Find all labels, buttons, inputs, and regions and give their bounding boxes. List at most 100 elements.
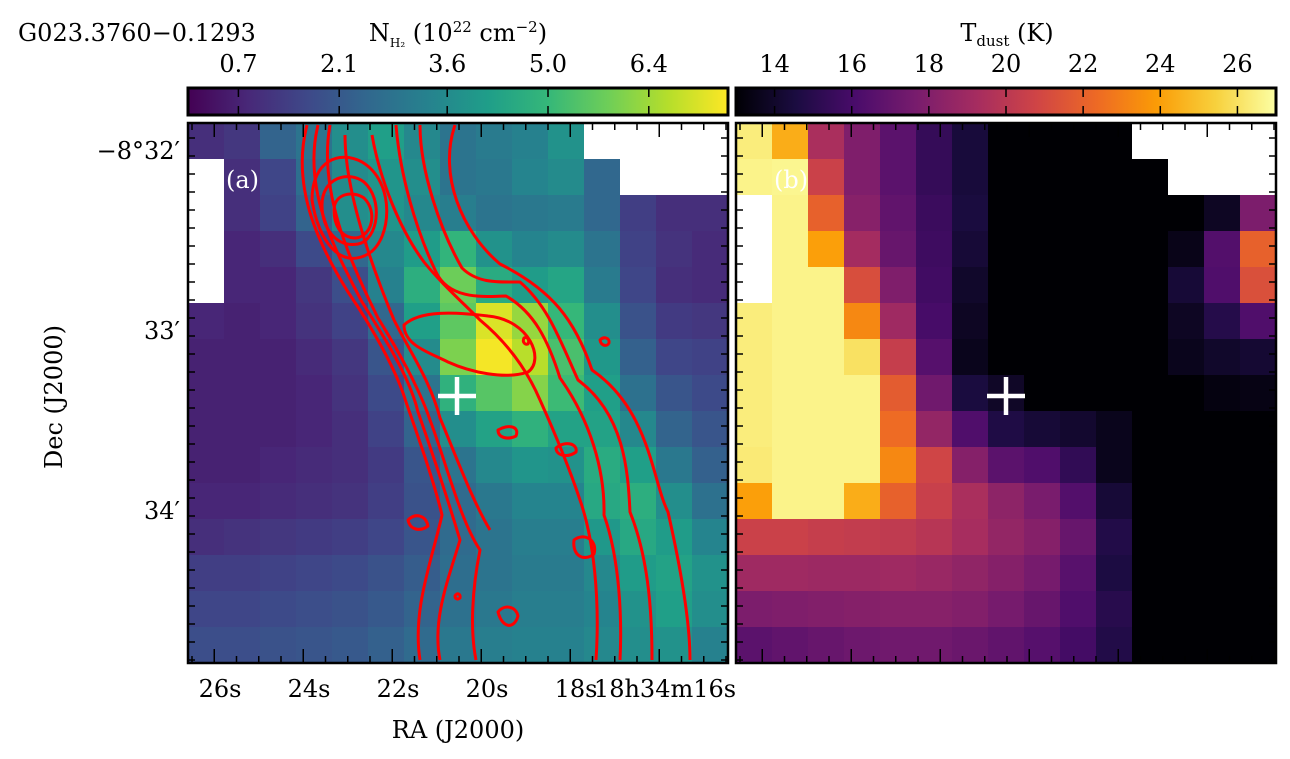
heatmap-cell (296, 519, 333, 556)
heatmap-cell (988, 483, 1025, 520)
heatmap-cell (844, 591, 881, 628)
heatmap-cell (1168, 159, 1205, 196)
heatmap-cell (772, 159, 809, 196)
heatmap-cell (656, 267, 693, 304)
source-name: G023.3760−0.1293 (18, 19, 256, 47)
heatmap-cell (548, 123, 585, 160)
heatmap-cell (476, 375, 513, 412)
x-axis-label: RA (J2000) (392, 716, 524, 744)
heatmap-cell (1168, 591, 1205, 628)
heatmap-cell (260, 195, 297, 232)
colorbar-tick-label: 18 (914, 50, 945, 78)
heatmap-cell (224, 555, 261, 592)
heatmap-cell (736, 519, 773, 556)
colorbar-tick-label: 6.4 (630, 50, 668, 78)
heatmap-cell (1168, 195, 1205, 232)
heatmap-cell (692, 411, 728, 448)
colorbar-b: Tdust (K) 14 16 18 20 22 24 26 (734, 19, 1278, 117)
heatmap-cell (844, 159, 881, 196)
heatmap-cell (692, 483, 728, 520)
heatmap-cell (296, 627, 333, 663)
heatmap-cell (916, 231, 953, 268)
heatmap-cell (1096, 231, 1133, 268)
heatmap-cell (1168, 555, 1205, 592)
heatmap-cell (1060, 339, 1097, 376)
heatmap-cell (1096, 591, 1133, 628)
heatmap-cell (656, 555, 693, 592)
heatmap-cell (224, 591, 261, 628)
heatmap-cell (988, 195, 1025, 232)
heatmap-cell (476, 123, 513, 160)
heatmap-cell (512, 591, 549, 628)
heatmap-cell (692, 339, 728, 376)
heatmap-cell (188, 627, 225, 663)
heatmap-cell (1168, 627, 1205, 663)
heatmap-cell (1240, 519, 1276, 556)
heatmap-cell (188, 375, 225, 412)
heatmap-cell (656, 159, 693, 196)
heatmap-cell (548, 555, 585, 592)
heatmap-cell (1096, 303, 1133, 340)
heatmap-cell (844, 627, 881, 663)
x-tick-label: 24s (288, 675, 331, 703)
heatmap-cell (952, 195, 989, 232)
heatmap-cell (692, 195, 728, 232)
x-tick-label: 26s (199, 675, 242, 703)
colorbar-tick-label: 2.1 (320, 50, 358, 78)
heatmap-cell (988, 411, 1025, 448)
heatmap-cell (916, 339, 953, 376)
heatmap-cell (296, 591, 333, 628)
y-tick-label: 33′ (144, 317, 180, 345)
heatmap-cell (296, 447, 333, 484)
heatmap-cell (736, 303, 773, 340)
heatmap-cell (260, 555, 297, 592)
heatmap-cell (332, 303, 369, 340)
heatmap-cell (260, 411, 297, 448)
heatmap-cell (296, 483, 333, 520)
colorbar-a-label-exp: 22 (453, 18, 472, 36)
heatmap-cell (772, 627, 809, 663)
heatmap-cell (404, 375, 441, 412)
x-tick-label: 18h34m16s (594, 675, 736, 703)
heatmap-cell (296, 375, 333, 412)
heatmap-cell (584, 195, 621, 232)
colorbar-tick-label: 3.6 (428, 50, 466, 78)
heatmap-cell (844, 375, 881, 412)
heatmap-cell (880, 447, 917, 484)
heatmap-cell (620, 159, 657, 196)
heatmap-cell (844, 123, 881, 160)
colorbar-tick-label: 0.7 (219, 50, 257, 78)
heatmap-cell (1024, 447, 1061, 484)
contour-level-3 (394, 124, 623, 661)
contour-knot (453, 592, 462, 601)
heatmap-cell (476, 411, 513, 448)
heatmap-cell (332, 375, 369, 412)
heatmap-cell (368, 519, 405, 556)
heatmap-cell (188, 159, 225, 196)
heatmap-cell (224, 339, 261, 376)
heatmap-cell (620, 195, 657, 232)
heatmap-cell (224, 375, 261, 412)
heatmap-cell (548, 591, 585, 628)
y-axis-a: −8°32′ 33′ 34′ Dec (J2000) (40, 137, 180, 525)
heatmap-cell (988, 519, 1025, 556)
colorbar-a-label: NH₂ (1022 cm−2) (369, 18, 547, 50)
heatmap-cell (880, 339, 917, 376)
heatmap-cell (260, 627, 297, 663)
heatmap-cell (1240, 375, 1276, 412)
heatmap-cell (1132, 483, 1169, 520)
heatmap-cell (1132, 231, 1169, 268)
heatmap-cell (188, 339, 225, 376)
colorbar-a-bar (186, 86, 730, 117)
contour-ridge-center (402, 311, 537, 377)
x-axis-a: 26s 24s 22s 20s 18s 18h34m16s RA (J2000) (199, 675, 737, 744)
heatmap-cell (620, 483, 657, 520)
heatmap-cell (224, 519, 261, 556)
heatmap-cell (1204, 267, 1241, 304)
heatmap-cell (880, 627, 917, 663)
heatmap-cell (916, 411, 953, 448)
heatmap-cell (1096, 519, 1133, 556)
heatmap-cell (584, 303, 621, 340)
contour-level-4 (343, 134, 492, 531)
contour-knot (406, 514, 430, 531)
